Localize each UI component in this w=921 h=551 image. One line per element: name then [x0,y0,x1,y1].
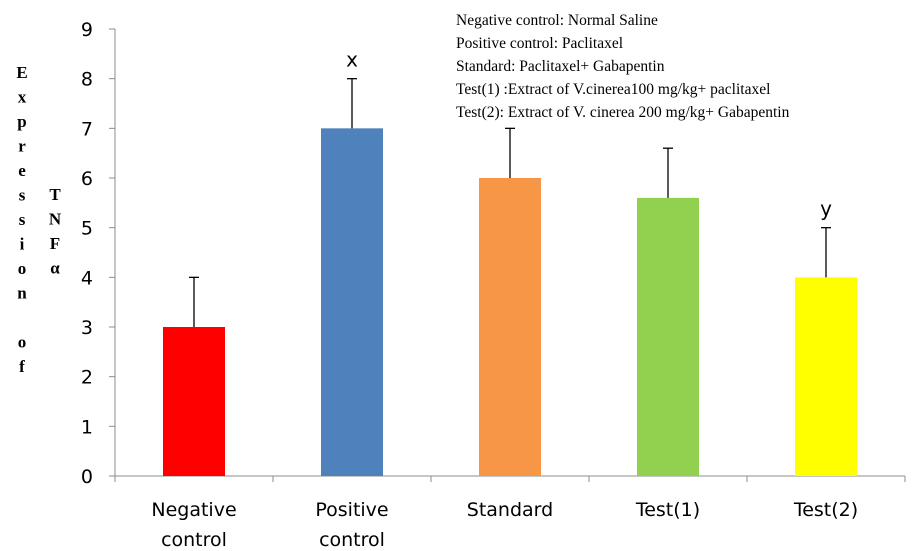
y-label-letter: p [17,112,26,131]
bar [637,197,699,476]
y-label-letter: o [18,333,27,352]
y-label-letter: i [20,235,25,254]
axes [109,28,906,482]
bars [163,128,857,477]
legend-line: Positive control: Paclitaxel [456,35,623,52]
bar [163,327,225,476]
error-bars [189,78,831,327]
legend-text-box: Negative control: Normal Saline Positive … [456,12,790,121]
significance-annotations: xy [346,48,832,221]
legend-line: Standard: Paclitaxel+ Gabapentin [456,58,665,75]
significance-mark: x [346,48,358,72]
x-category-label: Positive [315,499,388,521]
legend-line: Test(1) :Extract of V.cinerea100 mg/kg+ … [456,81,770,98]
y-tick-label: 2 [81,367,93,389]
y-tick-label: 9 [81,19,93,41]
y-label-letter: F [50,234,60,253]
y-label-letter: s [19,210,26,229]
bar [479,178,541,476]
y-label-letter: n [17,284,27,303]
y-label-letter: x [18,88,27,107]
x-category-labels: Negative control Positive control Standard Te… [151,499,858,551]
x-category-label: Negative [151,499,236,521]
bar [321,128,383,477]
y-tick-labels: 0 1 2 3 4 5 6 7 8 9 [81,19,93,488]
y-tick-label: 5 [81,218,93,240]
legend-line: Test(2): Extract of V. cinerea 200 mg/kg… [456,104,790,121]
y-tick-label: 7 [81,118,93,140]
significance-mark: y [820,197,832,221]
legend-line: Negative control: Normal Saline [456,12,658,29]
y-tick-label: 1 [81,416,93,438]
y-label-letter: E [16,63,27,82]
x-category-label: Test(1) [635,499,700,521]
y-tick-label: 4 [81,267,93,289]
y-label-letter: N [49,210,62,229]
x-category-label: Test(2) [793,499,858,521]
x-category-label: control [319,529,385,551]
y-label-letter: e [18,161,26,180]
y-tick-label: 0 [81,466,93,488]
y-label-letter: f [19,357,25,376]
y-label-letter: T [49,185,61,204]
bar [795,277,857,476]
y-label-letter: α [50,259,60,278]
x-category-label: Standard [467,499,553,521]
y-label-letter: o [18,259,27,278]
y-label-letter: r [18,137,26,156]
y-tick-label: 6 [81,168,93,190]
y-label-letter: s [19,186,26,205]
y-tick-label: 3 [81,317,93,339]
y-tick-label: 8 [81,69,93,91]
x-category-label: control [161,529,227,551]
